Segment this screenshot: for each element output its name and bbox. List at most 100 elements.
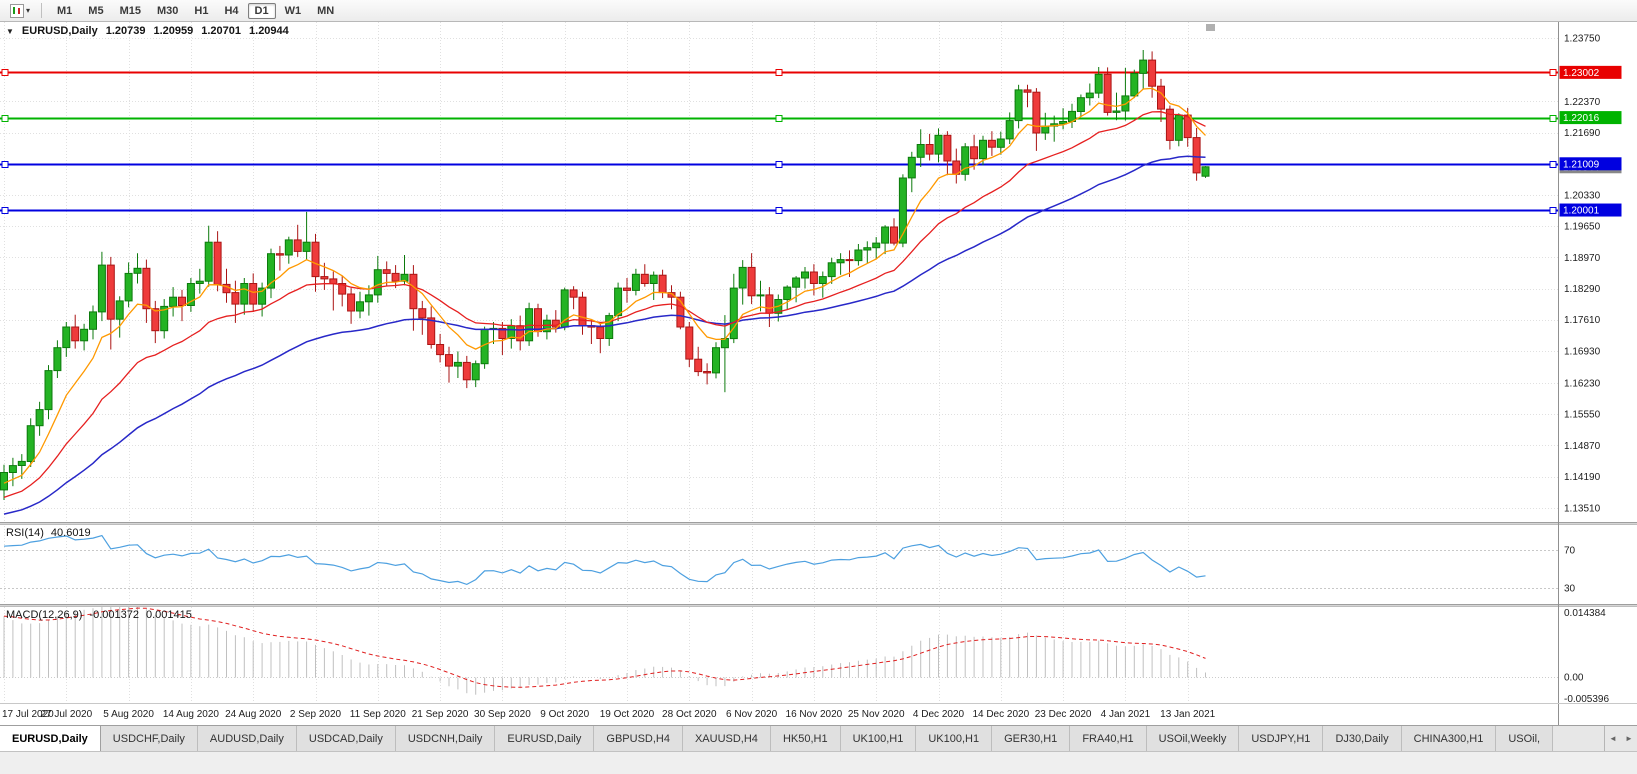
timeframe-button-m5[interactable]: M5 bbox=[88, 4, 104, 17]
chart-tab-1[interactable]: USDCHF,Daily bbox=[100, 726, 198, 751]
line-handle[interactable] bbox=[1549, 207, 1557, 214]
line-handle[interactable] bbox=[775, 115, 783, 122]
candle-body bbox=[498, 327, 507, 339]
chart-tab-7[interactable]: XAUUSD,H4 bbox=[682, 726, 771, 751]
timeframe-button-m15[interactable]: M15 bbox=[119, 4, 141, 17]
date-axis-label: 6 Nov 2020 bbox=[726, 709, 778, 720]
pane-separator[interactable] bbox=[0, 522, 1637, 525]
candle-body bbox=[311, 241, 320, 278]
candle-body bbox=[854, 249, 863, 262]
chart-tab-10[interactable]: UK100,H1 bbox=[916, 726, 993, 751]
line-handle[interactable] bbox=[1, 207, 9, 214]
chart-shift-marker[interactable] bbox=[1206, 24, 1215, 31]
chart-tab-2[interactable]: AUDUSD,Daily bbox=[197, 726, 297, 751]
candle-body bbox=[0, 472, 8, 491]
chart-tab-3[interactable]: USDCAD,Daily bbox=[296, 726, 396, 751]
title-close: 1.20944 bbox=[249, 25, 289, 37]
date-axis-label: 5 Aug 2020 bbox=[103, 709, 154, 720]
candle-body bbox=[943, 134, 952, 162]
chart-canvas[interactable]: 1.23750 1.22370 1.21690 1.20330 1.19650 1.189… bbox=[0, 22, 1637, 725]
svg-text:1.20001: 1.20001 bbox=[1563, 206, 1600, 217]
title-collapse-icon[interactable]: ▼ bbox=[6, 26, 14, 36]
date-axis-label: 28 Oct 2020 bbox=[662, 709, 717, 720]
toolbar: ▾ M1 M5 M15 M30 H1 H4 D1 W1 MN bbox=[0, 0, 1637, 22]
candlestick-chart-icon bbox=[10, 3, 24, 18]
chart-tab-6[interactable]: GBPUSD,H4 bbox=[594, 726, 683, 751]
candle-body bbox=[44, 370, 53, 411]
price-axis-label: 1.23750 bbox=[1564, 34, 1601, 45]
chart-tab-0[interactable]: EURUSD,Daily bbox=[0, 726, 101, 751]
chart-tab-16[interactable]: CHINA300,H1 bbox=[1401, 726, 1497, 751]
candle-body bbox=[694, 358, 703, 373]
timeframe-button-m30[interactable]: M30 bbox=[156, 4, 179, 17]
timeframe-button-mn[interactable]: MN bbox=[317, 4, 335, 17]
chart-tab-strip: EURUSD,Daily USDCHF,Daily AUDUSD,Daily USDC… bbox=[0, 726, 1637, 751]
line-handle[interactable] bbox=[775, 207, 783, 214]
timeframe-button-m1[interactable]: M1 bbox=[57, 4, 73, 17]
candle-body bbox=[569, 289, 578, 298]
status-bar bbox=[0, 751, 1637, 774]
candle-body bbox=[703, 371, 712, 374]
chart-type-button[interactable]: ▾ bbox=[6, 2, 34, 20]
candle-body bbox=[231, 292, 240, 305]
tab-scroll-left-button[interactable]: ◄ bbox=[1609, 734, 1617, 743]
candle-body bbox=[712, 347, 720, 374]
price-line-badge: 1.22016 bbox=[1559, 111, 1622, 125]
chart-tab-11[interactable]: GER30,H1 bbox=[992, 726, 1071, 751]
chart-tab-12[interactable]: FRA40,H1 bbox=[1070, 726, 1147, 751]
tab-scroll-right-button[interactable]: ► bbox=[1625, 734, 1633, 743]
candle-body bbox=[872, 242, 881, 249]
candle-body bbox=[275, 253, 284, 256]
line-handle[interactable] bbox=[1549, 115, 1557, 122]
timeframe-button-w1[interactable]: W1 bbox=[284, 4, 302, 17]
line-handle[interactable] bbox=[775, 161, 783, 168]
candle-body bbox=[142, 267, 151, 310]
candle-body bbox=[747, 266, 756, 297]
pane-separator[interactable] bbox=[0, 604, 1637, 607]
price-axis-label: 1.13510 bbox=[1564, 503, 1601, 514]
line-handle[interactable] bbox=[1549, 69, 1557, 76]
chart-tab-14[interactable]: USDJPY,H1 bbox=[1239, 726, 1324, 751]
candle-body bbox=[320, 276, 329, 280]
candle-body bbox=[240, 283, 249, 305]
date-axis-label: 4 Jan 2021 bbox=[1101, 709, 1151, 720]
line-handle[interactable] bbox=[1, 161, 9, 168]
chart-tab-13[interactable]: USOil,Weekly bbox=[1146, 726, 1240, 751]
candle-body bbox=[1201, 166, 1210, 177]
chart-tab-17[interactable]: USOil, bbox=[1496, 726, 1554, 751]
timeframe-button-h4[interactable]: H4 bbox=[224, 4, 239, 17]
candle-body bbox=[133, 267, 142, 274]
candle-body bbox=[1192, 137, 1201, 174]
candle-body bbox=[453, 361, 462, 367]
candle-body bbox=[1085, 92, 1094, 99]
candle-body bbox=[658, 274, 667, 294]
date-axis-label: 17 Jul 2020 bbox=[2, 709, 54, 720]
candle-body bbox=[845, 259, 854, 262]
candle-body bbox=[1094, 73, 1103, 94]
price-axis-label: 1.14870 bbox=[1564, 441, 1601, 452]
price-line-badge: 1.21009 bbox=[1559, 157, 1622, 171]
candle-body bbox=[934, 134, 943, 155]
timeframe-button-d1[interactable]: D1 bbox=[247, 2, 276, 19]
chart-tab-15[interactable]: DJ30,Daily bbox=[1323, 726, 1402, 751]
candle-body bbox=[195, 280, 204, 285]
line-handle[interactable] bbox=[1549, 161, 1557, 168]
chart-tab-8[interactable]: HK50,H1 bbox=[770, 726, 841, 751]
date-axis-label: 27 Jul 2020 bbox=[40, 709, 92, 720]
timeframe-button-h1[interactable]: H1 bbox=[194, 4, 209, 17]
chart-tab-9[interactable]: UK100,H1 bbox=[840, 726, 917, 751]
candle-body bbox=[89, 311, 97, 330]
candle-body bbox=[578, 296, 587, 327]
candle-body bbox=[881, 226, 890, 244]
candle-body bbox=[347, 293, 356, 312]
date-axis-label: 13 Jan 2021 bbox=[1160, 709, 1215, 720]
line-handle[interactable] bbox=[1, 69, 9, 76]
candle-body bbox=[364, 294, 373, 303]
candle-body bbox=[8, 465, 17, 474]
candle-body bbox=[516, 325, 525, 342]
chart-tab-5[interactable]: EURUSD,Daily bbox=[495, 726, 595, 751]
date-axis-label: 21 Sep 2020 bbox=[412, 709, 469, 720]
line-handle[interactable] bbox=[775, 69, 783, 76]
line-handle[interactable] bbox=[1, 115, 9, 122]
chart-tab-4[interactable]: USDCNH,Daily bbox=[395, 726, 496, 751]
